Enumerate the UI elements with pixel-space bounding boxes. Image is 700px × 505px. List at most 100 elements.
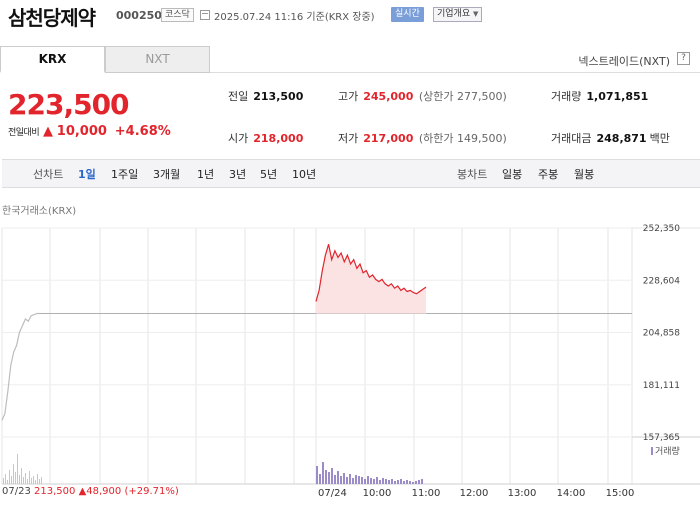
stat-label: 시가 [228, 132, 249, 145]
volume-bar [403, 481, 405, 484]
volume-bar [376, 477, 378, 484]
period-3y[interactable]: 3년 [229, 168, 247, 181]
company-info-button[interactable]: 기업개요 ▼ [433, 7, 483, 22]
calendar-icon [200, 10, 210, 20]
stat-value: 1,071,851 [586, 90, 649, 103]
volume-bar [29, 471, 30, 484]
volume-bar [9, 470, 10, 484]
volume-bar [25, 473, 26, 484]
volume-bar [364, 479, 366, 484]
volume-bar [39, 479, 40, 484]
change-label: 전일대비 [8, 128, 40, 138]
y-tick-label: 157,365 [643, 433, 680, 443]
volume-bar [385, 479, 387, 484]
volume-bar [361, 477, 363, 484]
y-tick-label: 252,350 [643, 224, 680, 234]
period-1d[interactable]: 1일 [78, 168, 96, 181]
price-stats: 전일 213,500 고가 245,000 (상한가 277,500) 거래량 1,0… [0, 86, 700, 146]
stat-value: 245,000 [363, 90, 414, 103]
x-tick-label: 12:00 [460, 488, 489, 499]
volume-bar [27, 479, 28, 484]
help-icon[interactable]: ? [677, 52, 690, 65]
candle-monthly[interactable]: 월봉 [574, 168, 595, 181]
prev-change: 48,900 [86, 486, 122, 497]
volume-bar [337, 471, 339, 484]
chevron-down-icon: ▼ [473, 10, 479, 18]
y-tick-label: 228,604 [643, 276, 680, 286]
prev-day-line [1, 312, 40, 421]
volume-bar [5, 474, 6, 484]
volume-bar [328, 472, 330, 484]
y-tick-label: 181,111 [643, 381, 680, 391]
current-price: 223,500 [8, 88, 130, 121]
volume-bar [13, 464, 14, 484]
intraday-line [315, 244, 427, 302]
volume-bar [15, 472, 16, 484]
stat-value: 218,000 [253, 132, 304, 145]
volume-bar [23, 477, 24, 484]
volume-bar [388, 480, 390, 484]
period-3m[interactable]: 3개월 [153, 168, 181, 181]
x-tick-label: 15:00 [606, 488, 635, 499]
volume-swatch [651, 447, 653, 455]
timestamp: 2025.07.24 11:16 기준(KRX 장중) [214, 12, 375, 23]
volume-bar [346, 477, 348, 484]
prev-day-info: 07/23 213,500 ▲48,900 (+29.71%) [2, 486, 179, 497]
stat-open: 시가 218,000 [228, 130, 303, 146]
tab-krx[interactable]: KRX [0, 46, 105, 73]
stat-label: 전일 [228, 90, 249, 103]
x-tick-label: 07/24 [318, 488, 347, 499]
volume-legend: 거래량 [651, 444, 680, 457]
volume-bar [340, 476, 342, 484]
tab-divider [0, 72, 700, 73]
stat-value: 217,000 [363, 132, 414, 145]
x-tick-label: 13:00 [508, 488, 537, 499]
volume-bar [11, 476, 12, 484]
period-5y[interactable]: 5년 [260, 168, 278, 181]
up-arrow-icon: ▲ [42, 124, 53, 139]
x-tick-label: 11:00 [412, 488, 441, 499]
stat-high: 고가 245,000 (상한가 277,500) [338, 88, 507, 104]
volume-bar [370, 478, 372, 484]
stat-prev-close: 전일 213,500 [228, 88, 303, 104]
volume-bar [406, 480, 408, 484]
stock-name: 삼천당제약 [8, 6, 96, 30]
period-1w[interactable]: 1주일 [111, 168, 139, 181]
volume-bar [3, 478, 4, 484]
volume-bar [421, 479, 423, 484]
volume-bar [379, 480, 381, 484]
tab-nxt[interactable]: NXT [105, 46, 210, 73]
x-tick-label: 10:00 [363, 488, 392, 499]
volume-bar [7, 480, 8, 484]
price-change: 전일대비 ▲ 10,000 +4.68% [8, 124, 171, 139]
y-tick-label: 204,858 [643, 329, 680, 339]
volume-bar [334, 475, 336, 484]
stat-label: 거래대금 [551, 132, 592, 145]
nextrade-link[interactable]: 넥스트레이드(NXT) [578, 55, 670, 68]
volume-bar [35, 480, 36, 484]
volume-bar [41, 477, 42, 484]
volume-bars [3, 454, 423, 484]
prev-change-pct: (+29.71%) [124, 486, 179, 497]
volume-bar [325, 470, 327, 484]
volume-bar [349, 474, 351, 484]
volume-bar [33, 476, 34, 484]
volume-bar [394, 481, 396, 484]
chart-toolbar: 선차트 1일 1주일 3개월 1년 3년 5년 10년 봉차트 일봉 주봉 월봉 [2, 159, 700, 188]
period-1y[interactable]: 1년 [197, 168, 215, 181]
candle-weekly[interactable]: 주봉 [538, 168, 559, 181]
volume-bar [412, 482, 414, 484]
stat-label: 저가 [338, 132, 359, 145]
stat-amount: 거래대금 248,871 백만 [551, 130, 675, 146]
realtime-button[interactable]: 실시간 [391, 7, 424, 22]
period-10y[interactable]: 10년 [292, 168, 317, 181]
y-axis: 252,350 228,604 204,858 181,111 157,365 [643, 224, 680, 443]
candle-chart-label: 봉차트 [457, 168, 488, 181]
stat-value: 213,500 [253, 90, 304, 103]
volume-bar [418, 480, 420, 484]
chart-grid [1, 227, 700, 485]
up-arrow-icon: ▲ [78, 486, 87, 497]
candle-daily[interactable]: 일봉 [502, 168, 523, 181]
